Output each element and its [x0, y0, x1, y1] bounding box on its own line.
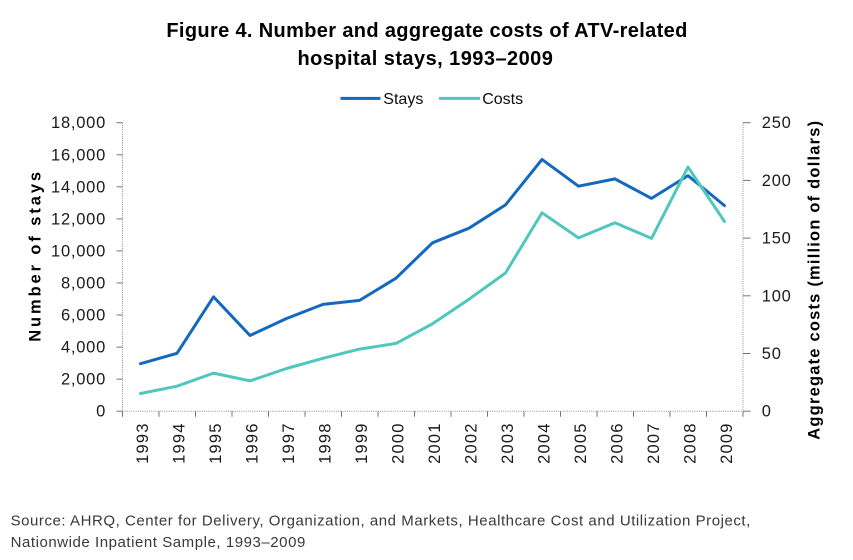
svg-text:2009: 2009 [718, 422, 736, 464]
svg-text:8,000: 8,000 [61, 275, 106, 293]
svg-text:Stays: Stays [383, 91, 423, 108]
svg-text:Costs: Costs [482, 91, 523, 108]
svg-text:1995: 1995 [207, 422, 225, 464]
svg-text:hospital stays, 1993–2009: hospital stays, 1993–2009 [297, 48, 553, 70]
svg-text:250: 250 [762, 114, 792, 132]
svg-text:10,000: 10,000 [51, 242, 106, 260]
svg-text:0: 0 [762, 403, 772, 421]
svg-text:0: 0 [96, 403, 106, 421]
svg-text:Source: AHRQ, Center for Deliv: Source: AHRQ, Center for Delivery, Organ… [11, 513, 751, 530]
svg-text:4,000: 4,000 [61, 339, 106, 357]
svg-text:1997: 1997 [280, 422, 298, 464]
svg-text:150: 150 [762, 230, 792, 248]
svg-text:Nationwide Inpatient Sample, 1: Nationwide Inpatient Sample, 1993–2009 [11, 534, 306, 551]
svg-text:100: 100 [762, 287, 792, 305]
svg-text:2005: 2005 [572, 422, 590, 464]
svg-text:2004: 2004 [536, 422, 554, 464]
svg-text:1994: 1994 [171, 422, 189, 464]
svg-text:2007: 2007 [645, 422, 663, 464]
svg-text:2,000: 2,000 [61, 371, 106, 389]
svg-text:16,000: 16,000 [51, 146, 106, 164]
svg-text:14,000: 14,000 [51, 178, 106, 196]
svg-text:2003: 2003 [499, 422, 517, 464]
svg-text:1993: 1993 [134, 422, 152, 464]
svg-text:50: 50 [762, 345, 782, 363]
svg-text:1998: 1998 [317, 422, 335, 464]
svg-text:Figure 4. Number and aggregate: Figure 4. Number and aggregate costs of … [166, 20, 687, 42]
svg-text:200: 200 [762, 172, 792, 190]
svg-text:2006: 2006 [609, 422, 627, 464]
svg-text:Number of stays: Number of stays [27, 169, 45, 342]
svg-text:2008: 2008 [682, 422, 700, 464]
svg-text:2000: 2000 [390, 422, 408, 464]
svg-text:12,000: 12,000 [51, 210, 106, 228]
svg-text:Aggregate costs (million of do: Aggregate costs (million of dollars) [806, 120, 824, 440]
svg-text:6,000: 6,000 [61, 307, 106, 325]
svg-text:18,000: 18,000 [51, 114, 106, 132]
svg-text:2002: 2002 [463, 422, 481, 464]
svg-text:1999: 1999 [353, 422, 371, 464]
svg-text:1996: 1996 [244, 422, 262, 464]
svg-text:2001: 2001 [426, 422, 444, 464]
